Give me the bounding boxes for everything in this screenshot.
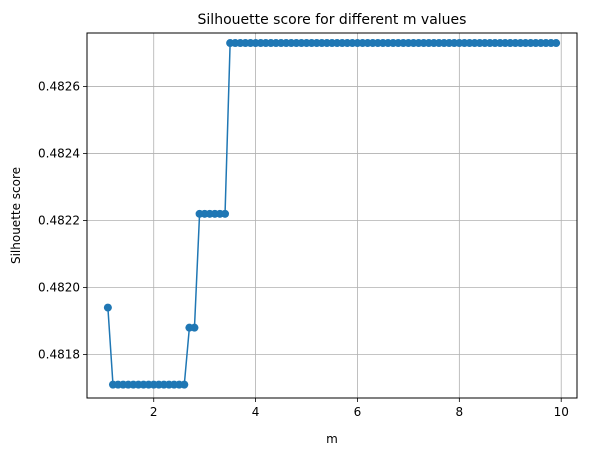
data-point [180, 380, 189, 389]
x-tick-label: 6 [354, 405, 362, 419]
y-tick-label: 0.4820 [38, 280, 80, 294]
y-axis-label: Silhouette score [9, 167, 23, 264]
data-point [103, 303, 112, 312]
data-point [190, 323, 199, 332]
chart-title: Silhouette score for different m values [198, 12, 467, 28]
x-tick-label: 2 [150, 405, 158, 419]
y-tick-label: 0.4818 [38, 347, 80, 361]
x-tick-label: 4 [252, 405, 260, 419]
grid-layer [87, 33, 577, 398]
x-tick-label: 8 [456, 405, 464, 419]
data-point [552, 39, 561, 48]
x-axis-label: m [326, 432, 338, 446]
y-tick-label: 0.4826 [38, 80, 80, 94]
data-point [221, 209, 230, 218]
series-layer [103, 39, 561, 389]
y-tick-label: 0.4824 [38, 147, 80, 161]
ticks-layer: 2 4 6 8 10 0.4818 0.4820 0.4822 0.4824 0.4826 [38, 80, 569, 419]
plot-frame [86, 32, 578, 399]
y-tick-label: 0.4822 [38, 214, 80, 228]
x-tick-label: 10 [554, 405, 569, 419]
